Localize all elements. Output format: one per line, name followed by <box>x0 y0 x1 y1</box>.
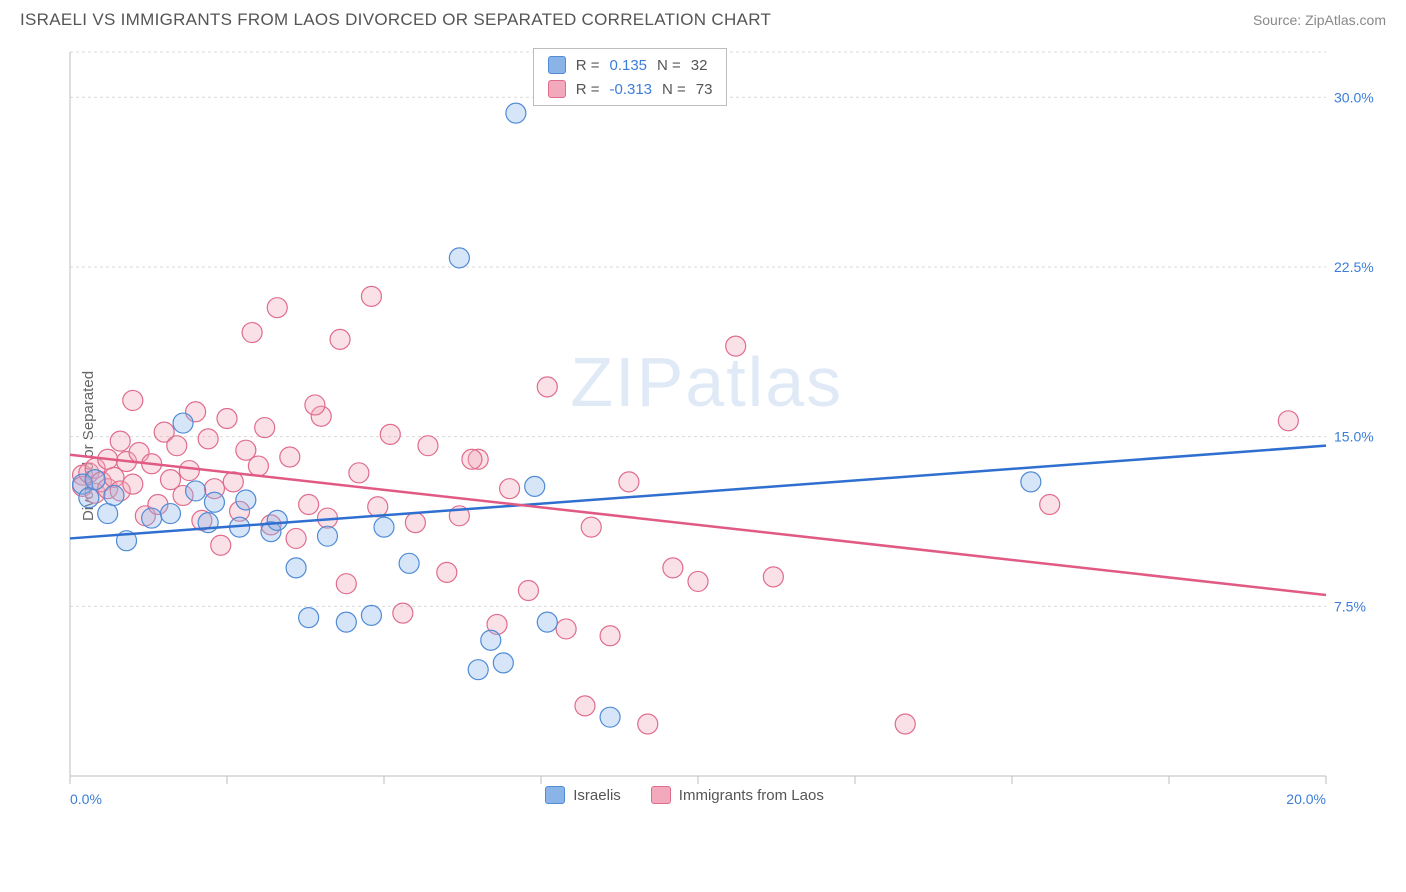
data-point <box>537 612 557 632</box>
data-point <box>581 517 601 537</box>
data-point <box>330 329 350 349</box>
data-point <box>361 286 381 306</box>
data-point <box>500 479 520 499</box>
data-point <box>537 377 557 397</box>
data-point <box>286 528 306 548</box>
y-tick-label: 22.5% <box>1334 259 1374 275</box>
data-point <box>1040 495 1060 515</box>
y-tick-label: 15.0% <box>1334 429 1374 445</box>
x-tick-label: 20.0% <box>1286 791 1326 807</box>
data-point <box>619 472 639 492</box>
data-point <box>280 447 300 467</box>
legend-label: Israelis <box>573 787 621 804</box>
data-point <box>305 395 325 415</box>
data-point <box>255 418 275 438</box>
data-point <box>142 508 162 528</box>
chart-header: ISRAELI VS IMMIGRANTS FROM LAOS DIVORCED… <box>0 0 1406 36</box>
data-point <box>506 103 526 123</box>
data-point <box>349 463 369 483</box>
y-tick-label: 7.5% <box>1334 598 1366 614</box>
data-point <box>79 488 99 508</box>
data-point <box>481 630 501 650</box>
data-point <box>600 626 620 646</box>
data-point <box>336 574 356 594</box>
data-point <box>242 323 262 343</box>
data-point <box>418 436 438 456</box>
stats-swatch <box>548 80 566 98</box>
legend-label: Immigrants from Laos <box>679 787 824 804</box>
legend: Israelis Immigrants from Laos <box>545 786 824 804</box>
data-point <box>1278 411 1298 431</box>
data-point <box>468 660 488 680</box>
data-point <box>104 485 124 505</box>
data-point <box>217 409 237 429</box>
data-point <box>726 336 746 356</box>
stats-swatch <box>548 56 566 74</box>
data-point <box>600 707 620 727</box>
data-point <box>575 696 595 716</box>
data-point <box>317 526 337 546</box>
stats-row: R = 0.135 N = 32 <box>548 53 713 77</box>
data-point <box>160 504 180 524</box>
data-point <box>556 619 576 639</box>
legend-swatch <box>651 786 671 804</box>
data-point <box>179 461 199 481</box>
data-point <box>399 553 419 573</box>
legend-item: Immigrants from Laos <box>651 786 824 804</box>
data-point <box>85 470 105 490</box>
x-tick-label: 0.0% <box>70 791 102 807</box>
data-point <box>688 571 708 591</box>
data-point <box>763 567 783 587</box>
data-point <box>236 490 256 510</box>
chart-title: ISRAELI VS IMMIGRANTS FROM LAOS DIVORCED… <box>20 10 771 30</box>
data-point <box>110 431 130 451</box>
chart-source: Source: ZipAtlas.com <box>1253 12 1386 28</box>
data-point <box>518 580 538 600</box>
data-point <box>462 449 482 469</box>
stats-row: R = -0.313 N = 73 <box>548 77 713 101</box>
data-point <box>1021 472 1041 492</box>
data-point <box>267 510 287 530</box>
scatter-plot: 7.5% 15.0% 22.5% 30.0% 0.0% 20.0% <box>68 36 1386 816</box>
data-point <box>663 558 683 578</box>
data-point <box>336 612 356 632</box>
data-point <box>98 504 118 524</box>
chart-area: Divorced or Separated 7.5%15.0%22.5%30.0… <box>20 36 1386 856</box>
data-point <box>380 424 400 444</box>
data-point <box>525 476 545 496</box>
data-point <box>895 714 915 734</box>
data-point <box>393 603 413 623</box>
data-point <box>374 517 394 537</box>
data-point <box>361 605 381 625</box>
correlation-stats-box: R = 0.135 N = 32R = -0.313 N = 73 <box>533 48 728 106</box>
data-point <box>123 474 143 494</box>
data-point <box>173 413 193 433</box>
data-point <box>167 436 187 456</box>
legend-swatch <box>545 786 565 804</box>
data-point <box>368 497 388 517</box>
data-point <box>123 390 143 410</box>
data-point <box>493 653 513 673</box>
data-point <box>267 298 287 318</box>
data-point <box>437 562 457 582</box>
data-point <box>286 558 306 578</box>
data-point <box>211 535 231 555</box>
data-point <box>299 495 319 515</box>
legend-item: Israelis <box>545 786 621 804</box>
y-tick-label: 30.0% <box>1334 89 1374 105</box>
data-point <box>186 481 206 501</box>
data-point <box>449 248 469 268</box>
data-point <box>405 513 425 533</box>
data-point <box>248 456 268 476</box>
data-point <box>198 429 218 449</box>
data-point <box>638 714 658 734</box>
data-point <box>299 608 319 628</box>
data-point <box>204 492 224 512</box>
